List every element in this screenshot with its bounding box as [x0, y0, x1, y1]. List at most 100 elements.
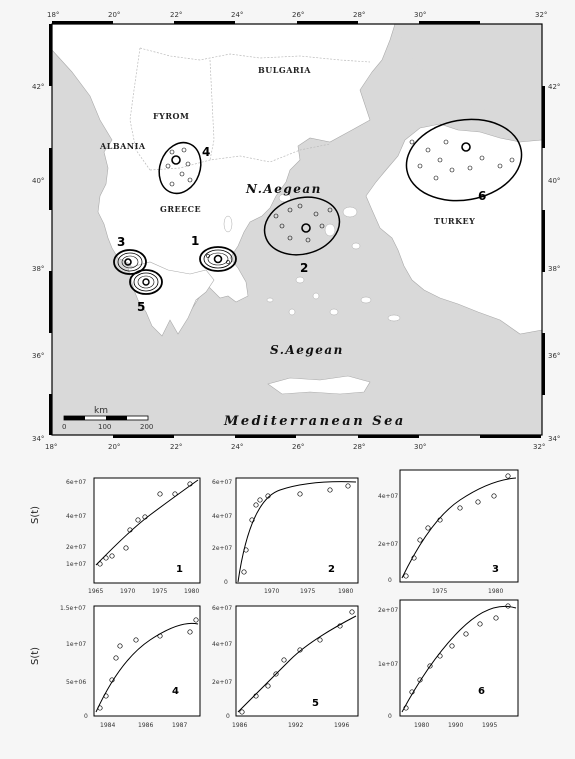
lon-top-3: 24°	[231, 11, 243, 19]
panel-4-x1: 1986	[138, 722, 153, 729]
panel-3-x0: 1975	[432, 588, 447, 595]
panel-5-x1: 1992	[288, 722, 303, 729]
ylabel-bottom: S(t)	[30, 647, 41, 665]
panel-2-y3: 6e+07	[212, 479, 232, 486]
panel-2-x2: 1980	[338, 588, 353, 595]
scale-tick-100: 100	[98, 423, 111, 431]
lon-bot-3: 24°	[231, 443, 243, 451]
lat-left-0: 34°	[32, 435, 44, 443]
lat-right-2: 38°	[548, 265, 560, 273]
panel-6-number: 6	[478, 686, 485, 697]
lat-right-0: 34°	[548, 435, 560, 443]
panel-6: 0 1e+07 2e+07 1980 1990 1995 6	[378, 599, 519, 729]
panel-2-number: 2	[328, 564, 335, 575]
panel-6-x1: 1990	[448, 722, 463, 729]
panel-4-y2: 1e+07	[66, 641, 86, 648]
panel-5-x0: 1986	[232, 722, 247, 729]
lon-bot-6: 30°	[414, 443, 426, 451]
lat-left-1: 36°	[32, 352, 44, 360]
cluster-label-1: 1	[191, 234, 199, 248]
panel-6-y2: 2e+07	[378, 607, 398, 614]
panel-6-x0: 1980	[414, 722, 429, 729]
scale-unit: km	[94, 406, 108, 416]
panel-4: 0 5e+06 1e+07 1.5e+07 1984 1986 1987 4	[60, 605, 201, 729]
country-borders	[129, 47, 371, 171]
lon-bot-7: 32°	[533, 443, 545, 451]
label-turkey: TURKEY	[434, 216, 475, 226]
panel-4-y0: 0	[84, 713, 88, 720]
scale-bar: km 0 100 200	[62, 406, 153, 431]
lat-right-4: 42°	[548, 83, 560, 91]
panel-2-y0: 0	[224, 579, 228, 586]
panel-1-y3: 6e+07	[66, 479, 86, 486]
lon-bot-0: 18°	[45, 443, 57, 451]
panel-5-y2: 4e+07	[212, 641, 232, 648]
frame-checker	[49, 21, 545, 438]
cluster-5	[129, 269, 163, 295]
panel-6-x2: 1995	[482, 722, 497, 729]
panel-1-x0: 1965	[88, 588, 103, 595]
cluster-label-5: 5	[137, 300, 145, 314]
panel-1-x2: 1975	[152, 588, 167, 595]
lon-top-5: 28°	[353, 11, 365, 19]
aegean-islands	[223, 193, 401, 322]
lat-left-4: 42°	[32, 83, 44, 91]
crete-island	[267, 375, 371, 395]
cluster-label-2: 2	[300, 261, 308, 275]
lon-bot-4: 26°	[292, 443, 304, 451]
scale-tick-200: 200	[140, 423, 153, 431]
lat-left-2: 38°	[32, 265, 44, 273]
cluster-label-4: 4	[202, 145, 210, 159]
panel-6-y1: 1e+07	[378, 661, 398, 668]
panel-5-y1: 2e+07	[212, 679, 232, 686]
label-albania: ALBANIA	[99, 141, 146, 151]
panel-4-y3: 1.5e+07	[60, 605, 86, 612]
cluster-2	[263, 196, 341, 256]
panel-3-y1: 2e+07	[378, 541, 398, 548]
cluster-3	[113, 249, 147, 275]
label-greece: GREECE	[160, 204, 201, 214]
lon-bot-2: 22°	[170, 443, 182, 451]
lat-right-1: 36°	[548, 352, 560, 360]
cluster-label-3: 3	[117, 235, 125, 249]
panel-3-x1: 1980	[488, 588, 503, 595]
panel-1-y0: 1e+07	[66, 561, 86, 568]
map: 1 2 3 4 5 6 BULGARIA FYROM ALBANIA GREEC…	[32, 11, 560, 451]
lon-top-2: 22°	[170, 11, 182, 19]
black-sea	[395, 24, 542, 118]
panel-4-x2: 1987	[172, 722, 187, 729]
panel-3-y2: 4e+07	[378, 493, 398, 500]
panel-1-x3: 1980	[184, 588, 199, 595]
panel-1: 1e+07 2e+07 4e+07 6e+07 1965 1970 1975 1…	[66, 477, 201, 595]
label-bulgaria: BULGARIA	[258, 65, 311, 75]
peloponnese-landmass	[127, 261, 215, 337]
panel-5-y0: 0	[226, 713, 230, 720]
lon-bot-1: 20°	[108, 443, 120, 451]
panel-5-number: 5	[312, 698, 319, 709]
cluster-label-6: 6	[478, 189, 486, 203]
panel-2-x1: 1975	[300, 588, 315, 595]
panel-5-y3: 6e+07	[212, 605, 232, 612]
panel-1-y1: 2e+07	[66, 544, 86, 551]
turkey-landmass	[365, 123, 543, 335]
panel-3-number: 3	[492, 564, 499, 575]
panel-3: 0 2e+07 4e+07 1975 1980 3	[378, 469, 519, 595]
label-s-aegean: S.Aegean	[270, 343, 344, 357]
panel-4-y1: 5e+06	[66, 679, 86, 686]
lon-top-1: 20°	[108, 11, 120, 19]
panel-2-y2: 4e+07	[212, 513, 232, 520]
panel-5: 0 2e+07 4e+07 6e+07 1986 1992 1996 5	[212, 605, 359, 729]
panel-2-x0: 1970	[264, 588, 279, 595]
panel-4-number: 4	[172, 686, 179, 697]
lon-top-7: 32°	[535, 11, 547, 19]
lon-top-4: 26°	[292, 11, 304, 19]
lon-bot-5: 28°	[353, 443, 365, 451]
lon-top-6: 30°	[414, 11, 426, 19]
label-mediterranean: Mediterranean Sea	[223, 414, 406, 429]
panel-4-x0: 1984	[100, 722, 115, 729]
panel-3-y0: 0	[388, 577, 392, 584]
cluster-4	[158, 141, 202, 195]
lat-left-3: 40°	[32, 177, 44, 185]
panel-1-x1: 1970	[120, 588, 135, 595]
ylabel-top: S(t)	[30, 506, 41, 524]
